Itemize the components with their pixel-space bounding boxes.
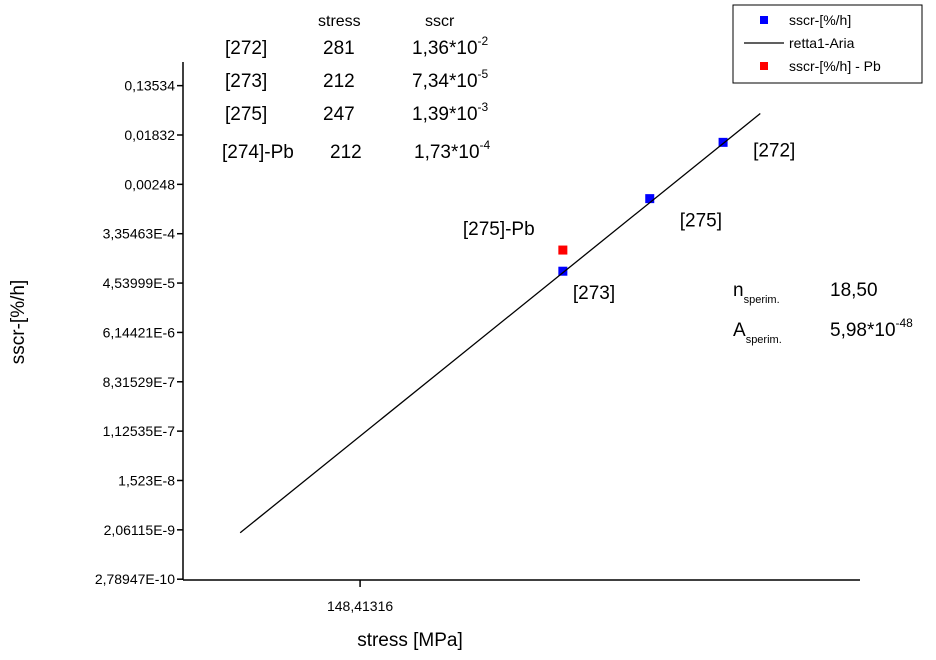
table-sscr: 1,36*10-2 [412, 34, 489, 59]
y-tick-label: 0,00248 [124, 176, 175, 192]
fit-n: nsperim. [733, 280, 780, 306]
legend-label: retta1-Aria [789, 35, 855, 51]
n-label: n [733, 280, 744, 301]
sscr-base: 1,73*10 [414, 142, 480, 163]
data-point [718, 137, 728, 147]
fit-a: Asperim. [733, 320, 782, 346]
y-tick-label: 1,12535E-7 [103, 423, 176, 439]
sscr-exponent: -5 [478, 67, 489, 81]
y-tick-label: 8,31529E-7 [103, 374, 176, 390]
y-tick-label: 2,78947E-10 [95, 571, 175, 587]
table-ref: [275] [225, 104, 267, 125]
y-tick-label: 4,53999E-5 [103, 275, 176, 291]
a-exponent: -48 [896, 316, 914, 330]
y-tick-label: 3,35463E-4 [103, 226, 176, 242]
point-label: [273] [573, 283, 615, 304]
legend-label: sscr-[%/h] - Pb [789, 58, 881, 74]
a-sub: sperim. [746, 334, 782, 346]
fit-line [239, 113, 761, 534]
a-base: 5,98*10 [830, 320, 896, 341]
table-stress: 212 [323, 71, 355, 92]
legend-marker [760, 62, 768, 70]
table-stress: 247 [323, 104, 355, 125]
y-tick-label: 6,14421E-6 [103, 324, 176, 340]
legend-marker [760, 16, 768, 24]
a-label: A [733, 320, 746, 341]
table-sscr: 1,39*10-3 [412, 100, 489, 125]
point-label: [272] [753, 140, 795, 161]
table-sscr: 1,73*10-4 [414, 138, 491, 163]
y-tick-label: 1,523E-8 [118, 472, 175, 488]
fit-a-value: 5,98*10-48 [830, 316, 913, 341]
legend-label: sscr-[%/h] [789, 12, 851, 28]
y-tick-label: 0,01832 [124, 127, 175, 143]
data-point [558, 245, 568, 255]
y-axis-label: sscr-[%/h] [8, 280, 29, 364]
sscr-base: 1,36*10 [412, 38, 478, 59]
sscr-exponent: -4 [480, 138, 491, 152]
sscr-exponent: -2 [478, 34, 489, 48]
n-sub: sperim. [744, 294, 780, 306]
point-label: [275]-Pb [463, 219, 535, 240]
x-tick-label: 148,41316 [327, 598, 393, 614]
table-header: sscr [425, 13, 455, 30]
data-point [558, 266, 568, 276]
table-ref: [273] [225, 71, 267, 92]
table-stress: 212 [330, 142, 362, 163]
y-tick-label: 2,06115E-9 [104, 522, 176, 538]
x-axis-label: stress [MPa] [357, 630, 463, 651]
table-sscr: 7,34*10-5 [412, 67, 489, 92]
sscr-base: 7,34*10 [412, 71, 478, 92]
table-ref: [272] [225, 38, 267, 59]
sscr-base: 1,39*10 [412, 104, 478, 125]
sscr-exponent: -3 [478, 100, 489, 114]
table-ref: [274]-Pb [222, 142, 294, 163]
table-header: stress [318, 13, 361, 30]
data-point [645, 194, 655, 204]
point-label: [275] [680, 211, 722, 232]
table-stress: 281 [323, 38, 355, 59]
fit-n-value: 18,50 [830, 280, 878, 301]
y-tick-label: 0,13534 [124, 78, 175, 94]
